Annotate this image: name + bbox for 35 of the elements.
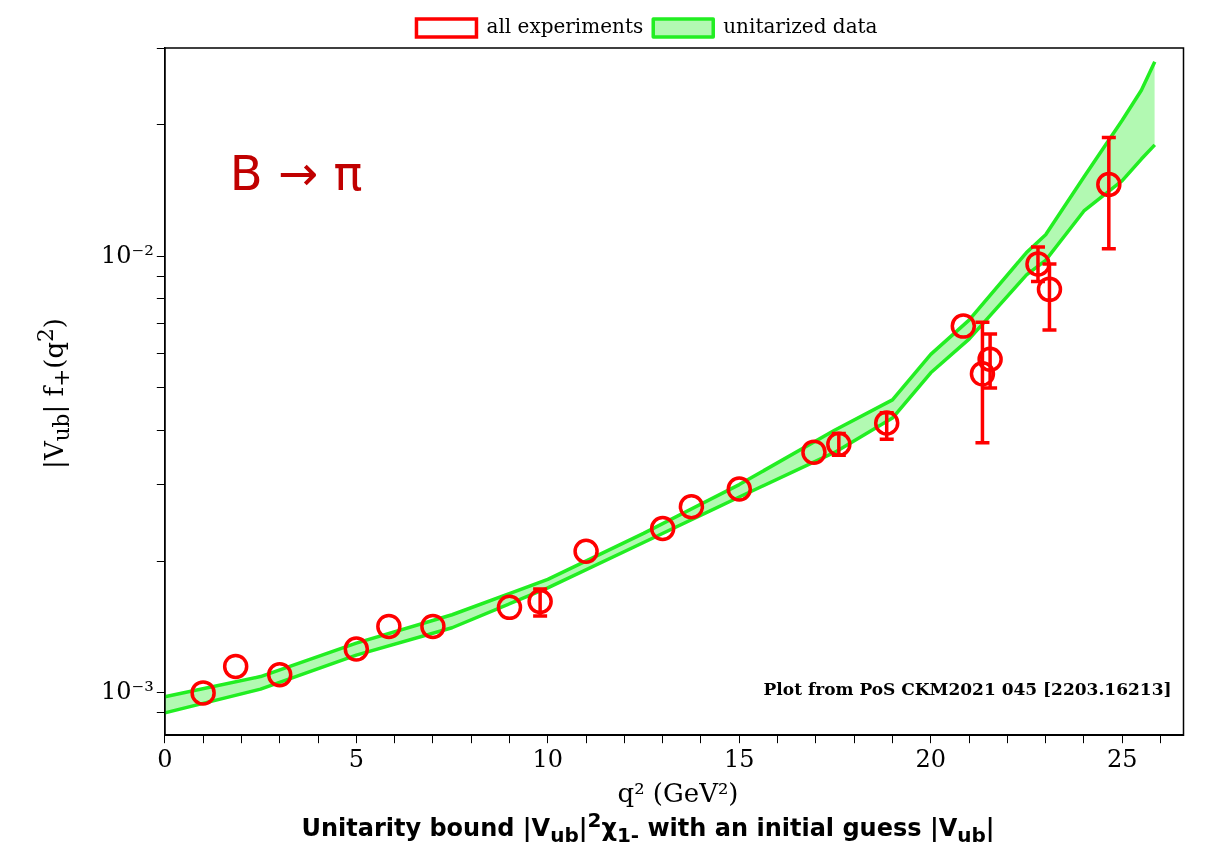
point xyxy=(266,662,293,688)
point xyxy=(969,361,996,387)
point xyxy=(343,636,370,662)
point xyxy=(376,613,402,640)
point xyxy=(950,313,977,339)
point xyxy=(977,346,1003,373)
annotation: B → π xyxy=(229,145,363,202)
x-tick-label: 5 xyxy=(348,744,364,773)
x-tick-label: 0 xyxy=(157,744,173,773)
point xyxy=(726,476,753,502)
point xyxy=(1025,251,1051,277)
point xyxy=(826,431,852,458)
point xyxy=(801,439,827,465)
point xyxy=(190,680,216,706)
x-tick-label: 15 xyxy=(723,744,755,773)
x-tick-label: 20 xyxy=(915,744,947,773)
point xyxy=(420,613,446,640)
point xyxy=(573,538,599,565)
annotation: Plot from PoS CKM2021 045 [2203.16213] xyxy=(763,678,1172,699)
point xyxy=(873,410,900,436)
point xyxy=(649,515,676,542)
text: Unitarity bound |V$_{ub}$|$^{2}$χ$_{1-}$ with an initial guess |V$_{ub}$| xyxy=(301,808,995,847)
y-tick-label: 10⁻³ xyxy=(101,677,154,706)
point xyxy=(222,653,249,680)
x-tick-label: 10 xyxy=(532,744,564,773)
point xyxy=(678,493,705,520)
x-axis-title: q² (GeV²) xyxy=(616,778,740,808)
point xyxy=(496,594,523,621)
point xyxy=(1036,276,1063,303)
point xyxy=(1096,171,1122,198)
x-tick-label: 25 xyxy=(1106,744,1138,773)
point xyxy=(527,588,553,615)
legend-label: all experiments xyxy=(486,14,644,39)
legend-label: unitarized data xyxy=(723,14,878,39)
y-tick-label: 10⁻² xyxy=(101,240,154,269)
